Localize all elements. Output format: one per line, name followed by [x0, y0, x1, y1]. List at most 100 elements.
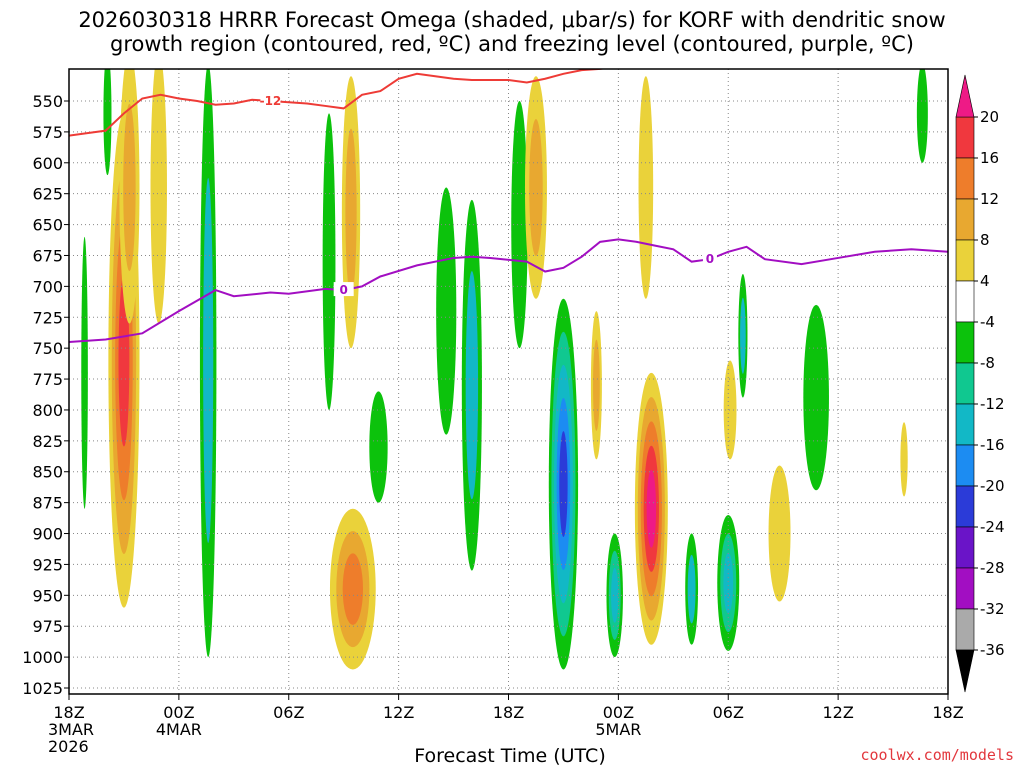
- freezing-level-line-label2-bg: [702, 251, 717, 266]
- credit-link[interactable]: coolwx.com/models: [860, 746, 1014, 764]
- x-tick-label-36-0: 06Z: [713, 703, 744, 722]
- omega-contour-8: [529, 119, 543, 256]
- omega-feature-upward-col-n: [638, 76, 654, 299]
- omega-feature-downward-top-a: [103, 69, 112, 176]
- freezing-level-line-label-bg: [333, 282, 354, 297]
- omega-contour-4: [900, 422, 908, 497]
- omega-feature-downward-p: [717, 514, 740, 651]
- omega-contour--12: [203, 177, 214, 544]
- y-tick-label-575: 575: [32, 123, 63, 142]
- omega-contour-8: [123, 103, 136, 272]
- axes: 550 575 600 625 650 675 700 725 750 775 800 825 850 8…: [22, 92, 963, 756]
- x-tick-label-0-0: 18Z: [53, 703, 84, 722]
- colorbar-label-16: 16: [980, 149, 999, 167]
- omega-feature-upward-q: [723, 360, 737, 460]
- x-axis-label: Forecast Time (UTC): [414, 745, 606, 767]
- colorbar-bin-12-16: [955, 157, 975, 200]
- omega-contour--12: [740, 297, 746, 374]
- x-tick-label-30-1: 5MAR: [595, 720, 641, 739]
- omega-feature-upward-low-mid: [329, 508, 376, 670]
- x-tick-label-12-0: 06Z: [273, 703, 304, 722]
- colorbar-top-arrow: [955, 74, 975, 118]
- omega-contour--4: [369, 391, 388, 503]
- colorbar-bin--28--24: [955, 526, 975, 569]
- omega-feature-upward-plume-left-top: [119, 69, 140, 324]
- omega-feature-downward-col-g: [436, 187, 457, 435]
- omega-feature-downward-column-b: [81, 236, 88, 509]
- colorbar-label-4: 4: [980, 272, 990, 290]
- colorbar-bin--8--4: [955, 321, 975, 364]
- omega-contour--20: [559, 431, 568, 538]
- omega-contour--4: [322, 113, 336, 410]
- omega-contour-4: [768, 465, 791, 602]
- y-tick-label-950: 950: [32, 586, 63, 605]
- colorbar-label--20: -20: [980, 477, 1005, 495]
- colorbar-bin-16-20: [955, 116, 975, 159]
- omega-feature-downward-t: [803, 304, 829, 491]
- omega-feature-upward-u: [900, 422, 908, 497]
- omega-feature-downward-column-a: [199, 69, 217, 658]
- omega-contour--4: [511, 101, 528, 349]
- y-tick-label-675: 675: [32, 246, 63, 265]
- omega-feature-downward-v: [916, 69, 928, 163]
- colorbar-bin--4-4: [955, 280, 975, 323]
- y-tick-label-600: 600: [32, 154, 63, 173]
- omega-feature-upward-top-j: [524, 76, 547, 299]
- y-tick-label-850: 850: [32, 463, 63, 482]
- omega-feature-upward-col-m: [590, 311, 602, 460]
- omega-feature-upward-col-d: [341, 76, 361, 349]
- colorbar-label-12: 12: [980, 190, 999, 208]
- freezing-level-line-label: 0: [340, 283, 348, 297]
- x-tick-label-30-0: 00Z: [603, 703, 634, 722]
- y-tick-label-975: 975: [32, 617, 63, 636]
- omega-contour--12: [611, 567, 619, 623]
- x-tick-label-0-2: 2026: [48, 737, 89, 756]
- omega-contour--12: [687, 554, 696, 624]
- dgz-contour-line: [69, 69, 607, 137]
- omega-contour--12: [723, 552, 734, 614]
- y-tick-label-875: 875: [32, 494, 63, 513]
- colorbar-label--16: -16: [980, 436, 1005, 454]
- dgz-contour-line-label-bg: [260, 93, 281, 107]
- colorbar-label--4: -4: [980, 313, 995, 331]
- omega-contour--4: [916, 69, 928, 163]
- omega-contour--4: [81, 236, 88, 509]
- colorbar-label--12: -12: [980, 395, 1005, 413]
- omega-contour--4: [436, 187, 457, 435]
- omega-feature-downward-o: [685, 533, 699, 645]
- omega-feature-upward-s: [768, 465, 791, 602]
- y-tick-label-625: 625: [32, 185, 63, 204]
- omega-contour--12: [465, 271, 479, 500]
- omega-contour-8: [345, 128, 357, 296]
- colorbar-bin-4-8: [955, 239, 975, 282]
- x-tick-label-48-0: 18Z: [932, 703, 963, 722]
- omega-feature-downward-col-c: [322, 113, 336, 410]
- y-tick-label-900: 900: [32, 525, 63, 544]
- colorbar-bin--24--20: [955, 485, 975, 528]
- omega-feature-downward-r: [738, 274, 748, 398]
- colorbar-bin--12--8: [955, 362, 975, 405]
- y-tick-label-925: 925: [32, 555, 63, 574]
- omega-feature-upward-top-strip-a: [150, 69, 167, 324]
- omega-contour-4: [150, 69, 167, 324]
- x-tick-label-6-1: 4MAR: [156, 720, 202, 739]
- colorbar-bin--36--32: [955, 608, 975, 651]
- x-tick-label-0-1: 3MAR: [48, 720, 94, 739]
- colorbar-label--24: -24: [980, 518, 1005, 536]
- x-tick-label-18-0: 12Z: [383, 703, 414, 722]
- omega-contour-4: [723, 360, 737, 460]
- chart-title: 2026030318 HRRR Forecast Omega (shaded, …: [0, 8, 1024, 56]
- colorbar-label--8: -8: [980, 354, 995, 372]
- omega-feature-downward-col-i: [511, 101, 528, 349]
- omega-contour-4: [638, 76, 654, 299]
- x-tick-label-6-0: 00Z: [163, 703, 194, 722]
- omega-contour--4: [803, 304, 829, 491]
- omega-feature-downward-strong-k: [548, 298, 579, 670]
- colorbar-label-8: 8: [980, 231, 990, 249]
- freezing-level-line-label2: 0: [706, 252, 714, 266]
- colorbar-label--36: -36: [980, 641, 1005, 659]
- colorbar: 20 16 12 8 4 -4 -8 -12 -16 -20 -24 -28 -32 -36: [955, 74, 1005, 693]
- omega-feature-downward-col-h: [461, 199, 482, 571]
- y-tick-label-650: 650: [32, 216, 63, 235]
